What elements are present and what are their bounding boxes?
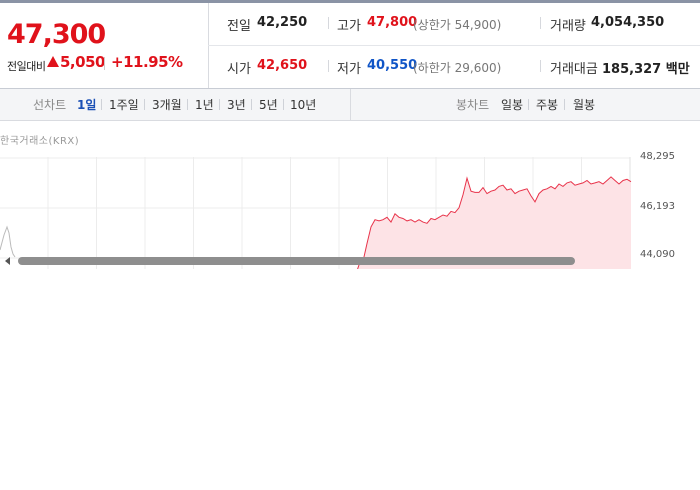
- tabbar-divider: [350, 89, 351, 120]
- chart-period-tabs: 선차트 1일 1주일 3개월 1년 3년 5년 10년 봉차트 일봉 주봉 월봉: [0, 89, 700, 121]
- current-price: 47,300: [7, 19, 106, 50]
- amount-label: 거래대금: [550, 62, 598, 77]
- low-label: 저가: [337, 62, 361, 77]
- previous-day-line: [0, 225, 16, 258]
- info-bottom-border: [0, 88, 700, 89]
- info-divider: [540, 17, 541, 29]
- tab-daily-candle[interactable]: 일봉: [501, 98, 524, 112]
- tab-monthly-candle[interactable]: 월봉: [573, 98, 596, 112]
- tab-1day[interactable]: 1일: [77, 98, 97, 112]
- tab-divider: [144, 99, 145, 110]
- tab-3months[interactable]: 3개월: [152, 98, 182, 112]
- open-label: 시가: [227, 62, 251, 77]
- info-divider: [328, 60, 329, 72]
- tab-divider: [187, 99, 188, 110]
- prev-close-value: 42,250: [257, 15, 308, 30]
- change-label: 전일대비: [7, 60, 46, 73]
- tab-5years[interactable]: 5년: [259, 98, 278, 112]
- prev-close-label: 전일: [227, 19, 251, 34]
- tab-1year[interactable]: 1년: [195, 98, 214, 112]
- price-area-fill: [349, 176, 631, 269]
- tab-weekly-candle[interactable]: 주봉: [536, 98, 559, 112]
- high-label: 고가: [337, 19, 361, 34]
- tab-10years[interactable]: 10년: [290, 98, 317, 112]
- lower-limit: (하한가 29,600): [413, 61, 502, 75]
- y-tick-label: 44,090: [640, 249, 675, 260]
- horizontal-scrollbar-thumb[interactable]: [18, 257, 575, 265]
- price-summary: 47,300 전일대비 5,050 +11.95%: [0, 3, 208, 89]
- price-line: [357, 176, 632, 269]
- open-value: 42,650: [257, 58, 308, 73]
- y-tick-label: 48,295: [640, 151, 675, 162]
- line-chart-label: 선차트: [33, 98, 67, 112]
- chart-plot: [0, 157, 632, 269]
- tab-1week[interactable]: 1주일: [109, 98, 139, 112]
- change-value: 5,050: [60, 53, 105, 71]
- info-divider: [328, 17, 329, 29]
- high-value: 47,800: [367, 15, 418, 30]
- change-divider: [104, 57, 105, 70]
- volume-value: 4,054,350: [591, 15, 665, 30]
- info-row-divider: [208, 45, 700, 46]
- price-chart: 한국거래소(KRX) 48,295 46,193 44,090: [0, 121, 700, 269]
- y-tick-label: 46,193: [640, 201, 675, 212]
- amount-value: 185,327 백만: [602, 62, 690, 77]
- top-border: [0, 0, 700, 3]
- up-arrow-icon: [47, 56, 59, 67]
- scroll-left-arrow-icon[interactable]: [5, 257, 10, 265]
- low-value: 40,550: [367, 58, 418, 73]
- tab-3years[interactable]: 3년: [227, 98, 246, 112]
- tab-divider: [101, 99, 102, 110]
- info-divider: [540, 60, 541, 72]
- upper-limit: (상한가 54,900): [413, 18, 502, 32]
- tab-divider: [564, 99, 565, 110]
- tab-divider: [251, 99, 252, 110]
- tab-divider: [219, 99, 220, 110]
- exchange-label: 한국거래소(KRX): [0, 136, 80, 147]
- tab-divider: [283, 99, 284, 110]
- candle-chart-label: 봉차트: [456, 98, 490, 112]
- tab-divider: [528, 99, 529, 110]
- change-percent: +11.95%: [111, 53, 183, 71]
- volume-label: 거래량: [550, 19, 586, 34]
- quote-info-grid: [208, 3, 700, 89]
